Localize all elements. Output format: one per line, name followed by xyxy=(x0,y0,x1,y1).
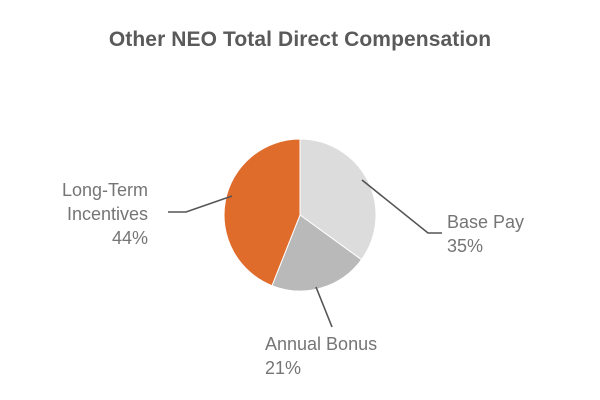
pie-slice-annual-bonus xyxy=(271,214,363,292)
slice-name-label: Annual Bonus xyxy=(265,334,377,354)
slice-value-label: 44% xyxy=(112,228,148,248)
pie-slice-base-pay xyxy=(299,138,377,261)
leader-line-annual-bonus xyxy=(315,286,333,328)
chart-title: Other NEO Total Direct Compensation xyxy=(108,28,492,51)
slice-name-label: Base Pay xyxy=(447,212,524,232)
slice-value-label: 21% xyxy=(265,358,301,378)
pie-slice-long-term-incentives xyxy=(223,138,301,287)
leader-line-base-pay xyxy=(361,179,442,234)
slice-label-annual-bonus: Annual Bonus 21% xyxy=(265,334,377,378)
slice-name-label: Incentives xyxy=(67,204,148,224)
slice-label-base-pay: Base Pay 35% xyxy=(447,212,524,256)
slice-name-label: Long-Term xyxy=(62,180,148,200)
leader-line-long-term-incentives xyxy=(168,195,233,213)
slice-value-label: 35% xyxy=(447,236,483,256)
slice-label-long-term-incentives: Long-Term Incentives 44% xyxy=(62,180,148,248)
